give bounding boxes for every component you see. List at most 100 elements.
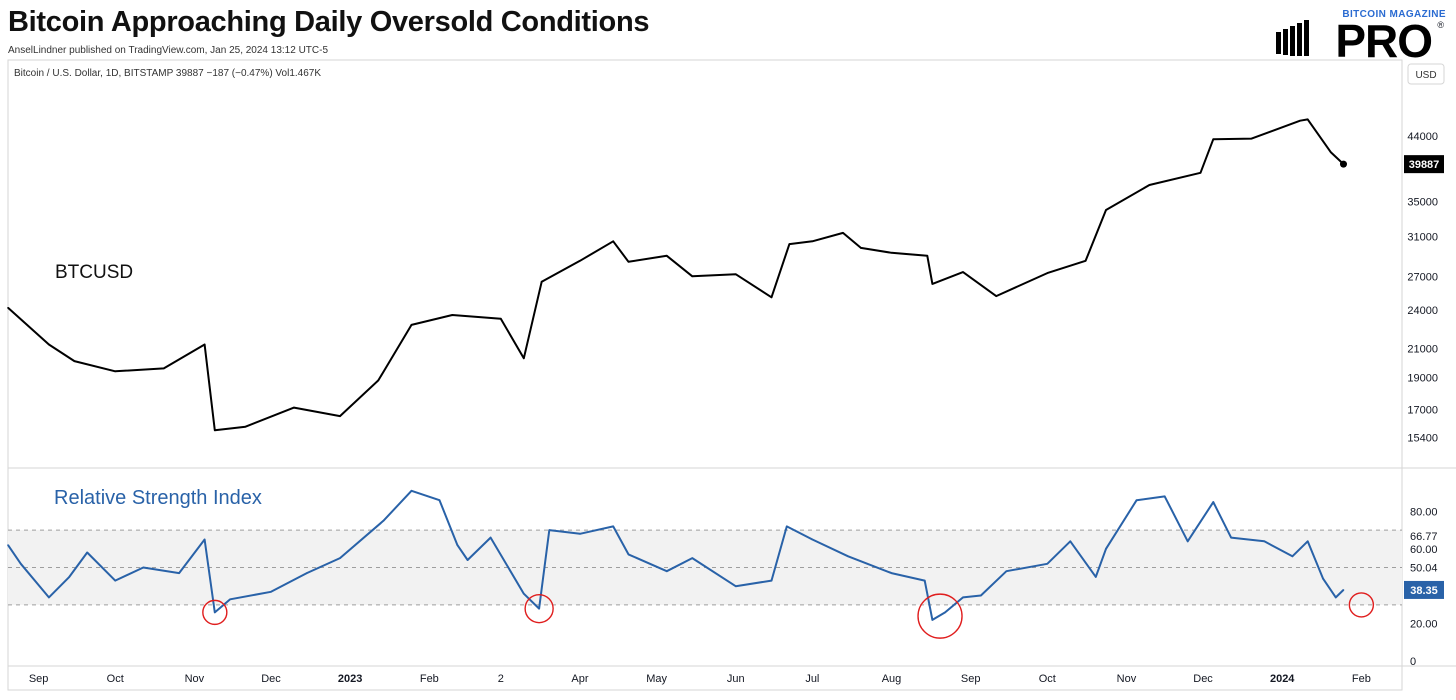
price-point — [293, 406, 295, 409]
price-point — [926, 254, 929, 257]
rsi-point — [489, 536, 492, 539]
rsi-point — [770, 579, 773, 582]
price-point — [1250, 137, 1253, 140]
rsi-point — [1335, 596, 1337, 599]
time-tick-label: Feb — [1352, 673, 1371, 685]
price-point — [1212, 138, 1215, 141]
price-tick-label: 27000 — [1407, 271, 1438, 283]
rsi-point — [1046, 562, 1049, 565]
rsi-point — [786, 525, 788, 528]
price-point — [890, 252, 893, 254]
price-point — [842, 232, 844, 234]
rsi-last-value-text: 38.35 — [1410, 585, 1438, 597]
time-tick-label: Apr — [571, 673, 588, 685]
price-point — [1299, 119, 1301, 122]
rsi-point — [980, 594, 982, 597]
symbol-info: Bitcoin / U.S. Dollar, 1D, BITSTAMP 3988… — [14, 68, 321, 79]
price-point — [523, 357, 525, 360]
rsi-point — [579, 533, 581, 535]
rsi-point — [438, 499, 441, 501]
price-last-value-text: 39887 — [1409, 159, 1440, 171]
price-point — [627, 260, 630, 263]
time-tick-label: May — [646, 673, 667, 685]
currency-button[interactable] — [1407, 63, 1445, 85]
rsi-point — [1306, 540, 1309, 543]
price-last-value-tag — [1404, 155, 1444, 174]
rsi-point — [19, 562, 22, 565]
rsi-point — [811, 538, 814, 541]
rsi-point — [410, 490, 413, 492]
rsi-point — [1263, 540, 1266, 543]
price-point — [691, 275, 694, 278]
price-point — [1105, 209, 1107, 211]
price-point — [162, 367, 165, 370]
rsi-point — [339, 557, 341, 559]
price-point — [73, 360, 76, 362]
rsi-point — [1342, 589, 1345, 591]
rsi-tick-label: 66.77 — [1410, 531, 1438, 543]
btcusd-price-line — [7, 118, 1345, 432]
price-point — [244, 425, 247, 428]
price-point — [579, 259, 581, 262]
price-tick-label: 35000 — [1407, 197, 1438, 209]
price-point — [962, 271, 964, 273]
price-point — [788, 243, 791, 245]
rsi-point — [1186, 540, 1189, 543]
rsi-point — [142, 566, 145, 569]
rsi-point — [1094, 576, 1097, 578]
price-tick-label: 17000 — [1407, 404, 1438, 416]
rsi-point — [466, 559, 469, 561]
oversold-marker-circle — [917, 593, 963, 639]
rsi-tick-label: 0 — [1410, 656, 1416, 668]
rsi-point — [890, 572, 893, 574]
rsi-point — [68, 576, 71, 578]
price-point — [410, 324, 413, 326]
rsi-point — [1163, 495, 1166, 498]
logo-bars-icon — [1276, 20, 1309, 56]
rsi-point — [214, 611, 216, 614]
rsi-point — [931, 619, 934, 621]
oversold-marker-circle — [524, 593, 554, 624]
rsi-tick-label: 50.04 — [1410, 562, 1438, 574]
price-point — [860, 247, 862, 249]
time-tick-label: Jul — [805, 673, 819, 685]
rsi-point — [114, 579, 117, 582]
rsi-point — [612, 525, 614, 528]
time-tick-label: 2023 — [338, 673, 362, 685]
price-series-label: BTCUSD — [55, 262, 133, 283]
brand-registered: ® — [1437, 20, 1444, 30]
rsi-point — [923, 579, 926, 582]
rsi-point — [523, 592, 525, 595]
price-point — [811, 240, 814, 243]
price-last-dot — [1339, 160, 1347, 168]
rsi-point — [178, 572, 180, 574]
time-tick-label: 2 — [498, 673, 504, 685]
rsi-point — [1291, 555, 1294, 558]
rsi-point — [962, 596, 964, 599]
currency-label[interactable]: USD — [1415, 70, 1436, 81]
rsi-point — [270, 591, 272, 593]
time-tick-label: Sep — [961, 673, 981, 685]
price-point — [995, 295, 998, 297]
price-point — [48, 343, 50, 346]
price-point — [114, 370, 117, 373]
publisher-line: AnselLindner published on TradingView.co… — [8, 45, 329, 56]
time-tick-label: Sep — [29, 673, 49, 685]
rsi-point — [548, 529, 551, 531]
price-point — [931, 283, 934, 285]
rsi-point — [1069, 540, 1072, 543]
price-point — [377, 379, 380, 382]
oversold-marker-circle — [202, 599, 228, 626]
time-tick-label: Feb — [420, 673, 439, 685]
price-point — [1306, 118, 1309, 121]
rsi-tick-label: 80.00 — [1410, 506, 1438, 518]
price-tick-label: 31000 — [1407, 232, 1438, 244]
rsi-point — [382, 519, 385, 522]
price-point — [1148, 184, 1151, 186]
price-point — [666, 254, 668, 257]
price-point — [540, 280, 543, 283]
brand-name: BITCOIN MAGAZINE — [1342, 9, 1446, 20]
rsi-point — [86, 551, 88, 554]
price-point — [612, 240, 614, 243]
price-point — [451, 314, 454, 316]
